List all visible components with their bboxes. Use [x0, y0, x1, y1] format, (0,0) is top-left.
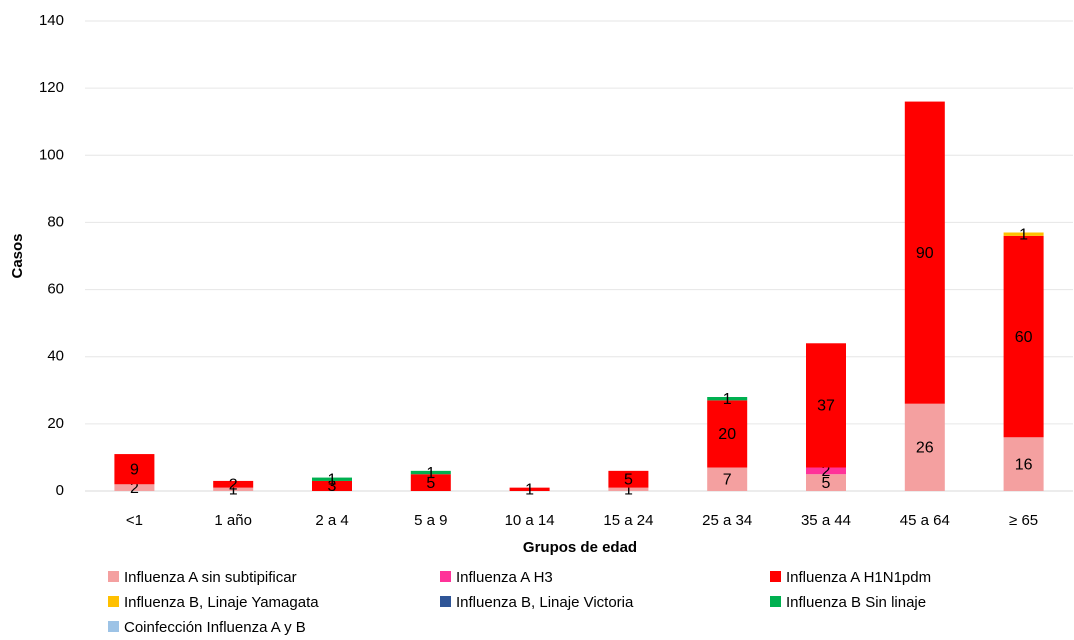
legend-swatch [770, 596, 781, 607]
bar-segment [1003, 235, 1044, 438]
bar-segment [509, 487, 550, 491]
bar-segment [1003, 437, 1044, 491]
y-tick-label: 100 [39, 146, 64, 163]
bar-segment [806, 343, 846, 468]
x-tick-label: <1 [126, 512, 143, 529]
data-label: 1 [328, 471, 337, 488]
x-tick-label: 10 a 14 [505, 512, 555, 529]
y-axis-title: Casos [9, 233, 26, 278]
bar-segment [1003, 232, 1044, 236]
bar-segment [904, 101, 945, 404]
data-label: 1 [1019, 226, 1028, 243]
data-label: 1 [723, 391, 732, 408]
data-label: 90 [916, 245, 934, 262]
data-label: 1 [229, 482, 238, 499]
bar-segment [114, 454, 155, 485]
bar-segment [312, 480, 352, 491]
bar-segment [806, 474, 846, 491]
data-label: 2 [229, 477, 238, 494]
bar-segment [707, 400, 748, 468]
data-label: 3 [328, 478, 337, 495]
y-tick-label: 0 [56, 482, 64, 499]
bar-segment [707, 467, 748, 491]
legend-label: Influenza A sin subtipificar [124, 569, 297, 586]
bar-segment [410, 470, 451, 475]
bar-segment [806, 467, 846, 475]
legend-swatch [440, 596, 451, 607]
data-label: 2 [130, 480, 139, 497]
y-tick-label: 60 [47, 281, 64, 298]
legend-swatch [770, 571, 781, 582]
x-tick-label: 35 a 44 [801, 512, 851, 529]
bar-segment [608, 487, 649, 491]
data-label: 60 [1015, 329, 1033, 346]
bar-segment [114, 484, 155, 491]
y-tick-label: 120 [39, 79, 64, 96]
y-tick-label: 80 [47, 213, 64, 230]
legend-label: Influenza B, Linaje Victoria [456, 594, 634, 611]
bar-segment [312, 477, 352, 481]
legend-label: Influenza A H3 [456, 569, 553, 586]
x-tick-label: 15 a 24 [603, 512, 653, 529]
x-tick-label: 45 a 64 [900, 512, 950, 529]
legend-label: Influenza B, Linaje Yamagata [124, 594, 319, 611]
legend-swatch [108, 621, 119, 632]
bar-segment [213, 487, 254, 491]
x-axis-title: Grupos de edad [523, 539, 637, 556]
data-label: 1 [426, 465, 435, 482]
x-tick-label: ≥ 65 [1009, 512, 1038, 529]
data-label: 1 [624, 482, 633, 499]
data-label: 5 [426, 475, 435, 492]
x-tick-label: 25 a 34 [702, 512, 752, 529]
legend-label: Influenza A H1N1pdm [786, 569, 931, 586]
x-tick-label: 2 a 4 [315, 512, 348, 529]
legend-swatch [108, 571, 119, 582]
data-label: 37 [817, 398, 835, 415]
legend-swatch [440, 571, 451, 582]
bar-segment [608, 470, 649, 488]
bar-segment [213, 480, 254, 488]
bar-segment [410, 474, 451, 491]
y-tick-label: 40 [47, 348, 64, 365]
data-label: 1 [525, 482, 534, 499]
data-label: 9 [130, 461, 139, 478]
legend-label: Coinfección Influenza A y B [124, 619, 306, 635]
x-tick-label: 1 año [214, 512, 252, 529]
x-tick-label: 5 a 9 [414, 512, 447, 529]
legend-swatch [108, 596, 119, 607]
bar-segment [904, 403, 945, 491]
data-label: 26 [916, 440, 934, 457]
data-label: 5 [624, 471, 633, 488]
y-tick-label: 20 [47, 415, 64, 432]
data-label: 2 [822, 463, 831, 480]
y-tick-label: 140 [39, 12, 64, 29]
data-label: 20 [718, 426, 736, 443]
bar-segment [707, 397, 748, 401]
data-label: 5 [822, 475, 831, 492]
data-label: 16 [1015, 456, 1033, 473]
data-label: 7 [723, 471, 732, 488]
legend-label: Influenza B Sin linaje [786, 594, 926, 611]
